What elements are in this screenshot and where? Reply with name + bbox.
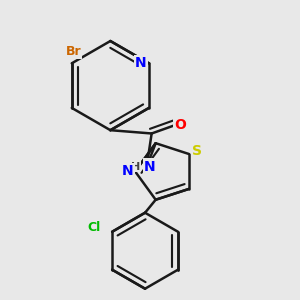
Text: Cl: Cl — [87, 221, 101, 234]
Text: S: S — [192, 144, 202, 158]
Text: N: N — [135, 56, 146, 70]
Text: N: N — [122, 164, 134, 178]
Text: H: H — [130, 161, 140, 172]
Text: Br: Br — [66, 45, 81, 58]
Text: N: N — [144, 160, 156, 173]
Text: O: O — [174, 118, 186, 132]
